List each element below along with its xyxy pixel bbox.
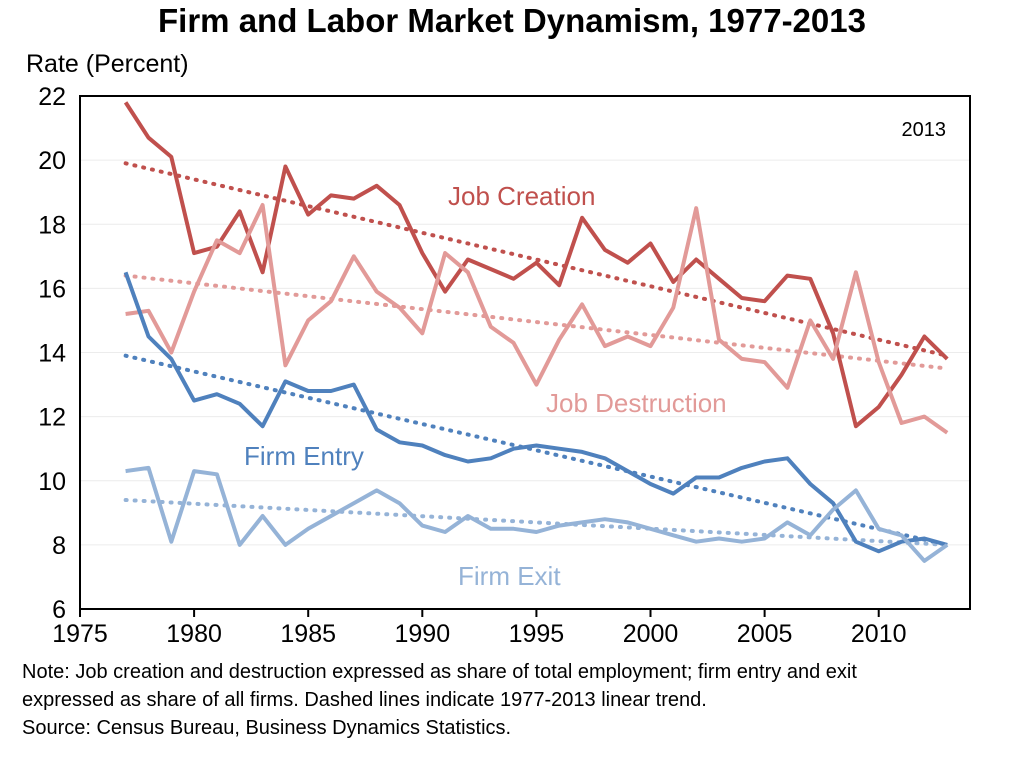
firm-entry-trend-line [123,353,950,547]
year-annotation: 2013 [902,119,947,141]
y-tick-label: 16 [38,275,66,303]
chart-title: Firm and Labor Market Dynamism, 1977-201… [158,2,866,39]
chart: Rate (Percent) 6 8 10 12 14 16 18 20 22 1975 1980 1… [26,50,971,648]
x-tick-label: 1990 [394,620,450,648]
y-tick-label: 8 [52,532,66,560]
y-tick-label: 10 [38,468,66,496]
chart-notes: Note: Job creation and destruction expre… [22,658,1012,742]
axis-ticks: 6 8 10 12 14 16 18 20 22 1975 1980 1985 1990 1995 2000… [38,83,906,648]
y-axis-label: Rate (Percent) [26,50,189,78]
y-tick-label: 18 [38,211,66,239]
x-tick-label: 1975 [52,620,108,648]
trend-lines [123,161,950,547]
job-destruction-label: Job Destruction [546,388,727,418]
y-tick-label: 22 [38,83,66,111]
firm-exit-label: Firm Exit [458,561,561,591]
source-line: Source: Census Bureau, Business Dynamics… [22,717,512,739]
gridlines [80,159,970,546]
job-destruction-line [125,203,949,435]
note-line-2: expressed as share of all firms. Dashed … [22,689,707,711]
job-destruction-trend-line [123,273,950,371]
x-tick-label: 1980 [166,620,222,648]
x-tick-label: 1985 [280,620,336,648]
y-tick-label: 6 [52,596,66,624]
job-creation-label: Job Creation [448,181,595,211]
job-creation-line [123,101,949,429]
x-tick-label: 2005 [737,620,793,648]
firm-exit-line [125,465,949,563]
x-tick-label: 2010 [851,620,907,648]
y-tick-label: 12 [38,404,66,432]
y-tick-label: 20 [38,147,66,175]
series-lines [123,101,949,563]
series-labels: Job Creation Job Destruction Firm Entry Fir… [244,181,727,591]
x-tick-label: 1995 [509,620,565,648]
note-line-1: Note: Job creation and destruction expre… [22,661,857,683]
x-tick-label: 2000 [623,620,679,648]
firm-entry-label: Firm Entry [244,441,364,471]
firm-exit-trend-line [123,497,950,547]
firm-entry-line [123,271,948,554]
plot-area-frame [79,95,971,610]
y-tick-label: 14 [38,340,66,368]
